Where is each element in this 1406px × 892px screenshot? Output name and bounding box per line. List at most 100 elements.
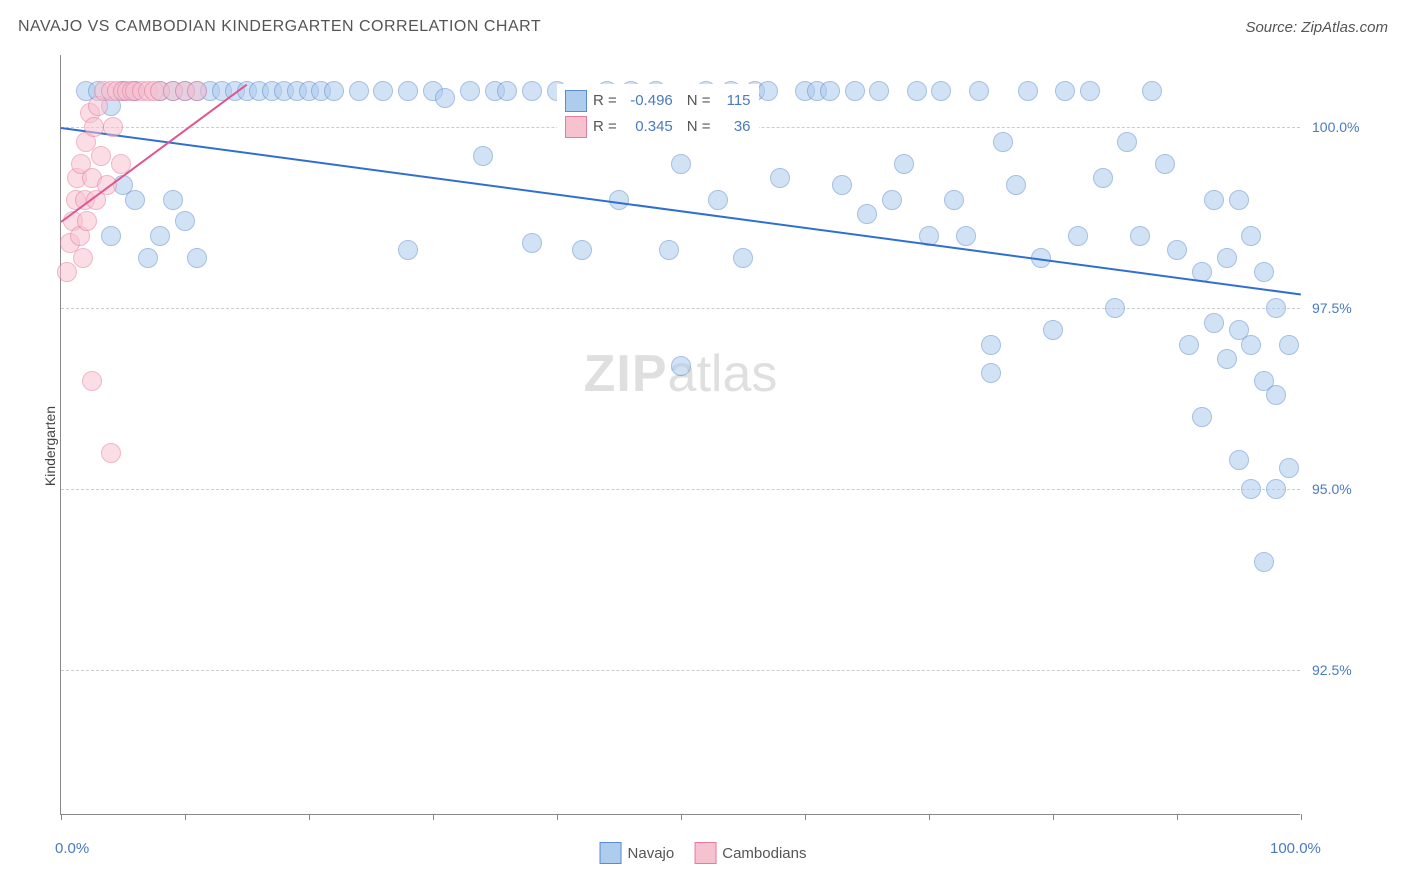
scatter-point <box>969 81 989 101</box>
stats-r-label: R = <box>593 92 617 109</box>
scatter-point <box>175 211 195 231</box>
scatter-point <box>1229 450 1249 470</box>
scatter-point <box>522 81 542 101</box>
stats-box: R = -0.496 N = 115 R = 0.345 N = 36 <box>557 84 759 144</box>
scatter-point <box>1204 190 1224 210</box>
scatter-point <box>522 233 542 253</box>
scatter-point <box>1241 479 1261 499</box>
plot-area: ZIPatlas R =-0.496N =115R =0.345N =36 <box>60 55 1300 815</box>
scatter-point <box>1142 81 1162 101</box>
scatter-point <box>324 81 344 101</box>
stats-n-value: 115 <box>717 92 751 109</box>
scatter-point <box>845 81 865 101</box>
legend-label: Navajo <box>628 845 675 862</box>
stats-n-label: N = <box>687 92 711 109</box>
scatter-point <box>1080 81 1100 101</box>
scatter-point <box>1266 298 1286 318</box>
scatter-point <box>956 226 976 246</box>
chart-title: NAVAJO VS CAMBODIAN KINDERGARTEN CORRELA… <box>18 18 541 36</box>
scatter-point <box>103 117 123 137</box>
watermark-bold: ZIP <box>584 345 668 403</box>
scatter-point <box>733 248 753 268</box>
scatter-point <box>435 88 455 108</box>
y-tick-label: 100.0% <box>1312 119 1359 135</box>
scatter-point <box>101 226 121 246</box>
scatter-point <box>882 190 902 210</box>
scatter-point <box>931 81 951 101</box>
scatter-point <box>944 190 964 210</box>
y-axis-title: Kindergarten <box>42 406 58 486</box>
scatter-point <box>1130 226 1150 246</box>
scatter-point <box>1018 81 1038 101</box>
gridline <box>61 670 1300 671</box>
stats-r-value: 0.345 <box>623 118 673 135</box>
scatter-point <box>894 154 914 174</box>
scatter-point <box>907 81 927 101</box>
scatter-point <box>82 371 102 391</box>
stats-n-label: N = <box>687 118 711 135</box>
stats-r-value: -0.496 <box>623 92 673 109</box>
x-tick <box>1301 814 1302 820</box>
scatter-point <box>832 175 852 195</box>
scatter-point <box>187 248 207 268</box>
scatter-point <box>125 190 145 210</box>
scatter-point <box>572 240 592 260</box>
scatter-point <box>1192 407 1212 427</box>
legend-swatch <box>600 842 622 864</box>
scatter-point <box>1229 190 1249 210</box>
x-tick <box>681 814 682 820</box>
chart-container: NAVAJO VS CAMBODIAN KINDERGARTEN CORRELA… <box>0 0 1406 892</box>
stats-n-value: 36 <box>717 118 751 135</box>
scatter-point <box>671 154 691 174</box>
scatter-point <box>150 226 170 246</box>
legend-item: Navajo <box>600 842 675 864</box>
scatter-point <box>1241 335 1261 355</box>
scatter-point <box>770 168 790 188</box>
scatter-point <box>460 81 480 101</box>
scatter-point <box>1117 132 1137 152</box>
x-tick-label-left: 0.0% <box>55 840 89 857</box>
scatter-point <box>84 117 104 137</box>
legend-label: Cambodians <box>722 845 806 862</box>
scatter-point <box>708 190 728 210</box>
scatter-point <box>1217 349 1237 369</box>
chart-source: Source: ZipAtlas.com <box>1245 19 1388 36</box>
x-tick <box>1053 814 1054 820</box>
scatter-point <box>187 81 207 101</box>
x-tick <box>433 814 434 820</box>
scatter-point <box>1179 335 1199 355</box>
stats-row: R = -0.496 N = 115 <box>565 88 751 114</box>
x-tick <box>1177 814 1178 820</box>
y-tick-label: 95.0% <box>1312 481 1352 497</box>
scatter-point <box>349 81 369 101</box>
scatter-point <box>1279 335 1299 355</box>
scatter-point <box>1105 298 1125 318</box>
scatter-point <box>473 146 493 166</box>
bottom-legend: Navajo Cambodians <box>600 842 807 864</box>
scatter-point <box>671 356 691 376</box>
y-tick-label: 92.5% <box>1312 662 1352 678</box>
scatter-point <box>1204 313 1224 333</box>
stats-swatch <box>565 116 587 138</box>
scatter-point <box>981 363 1001 383</box>
stats-r-label: R = <box>593 118 617 135</box>
scatter-point <box>138 248 158 268</box>
scatter-point <box>163 190 183 210</box>
scatter-point <box>1093 168 1113 188</box>
x-tick <box>929 814 930 820</box>
scatter-point <box>1068 226 1088 246</box>
scatter-point <box>1254 552 1274 572</box>
scatter-point <box>609 190 629 210</box>
scatter-point <box>1006 175 1026 195</box>
stats-swatch <box>565 90 587 112</box>
legend-swatch <box>694 842 716 864</box>
scatter-point <box>993 132 1013 152</box>
scatter-point <box>77 211 97 231</box>
scatter-point <box>1217 248 1237 268</box>
scatter-point <box>857 204 877 224</box>
chart-header: NAVAJO VS CAMBODIAN KINDERGARTEN CORRELA… <box>18 12 1388 42</box>
legend-item: Cambodians <box>694 842 806 864</box>
scatter-point <box>981 335 1001 355</box>
scatter-point <box>398 240 418 260</box>
scatter-point <box>497 81 517 101</box>
